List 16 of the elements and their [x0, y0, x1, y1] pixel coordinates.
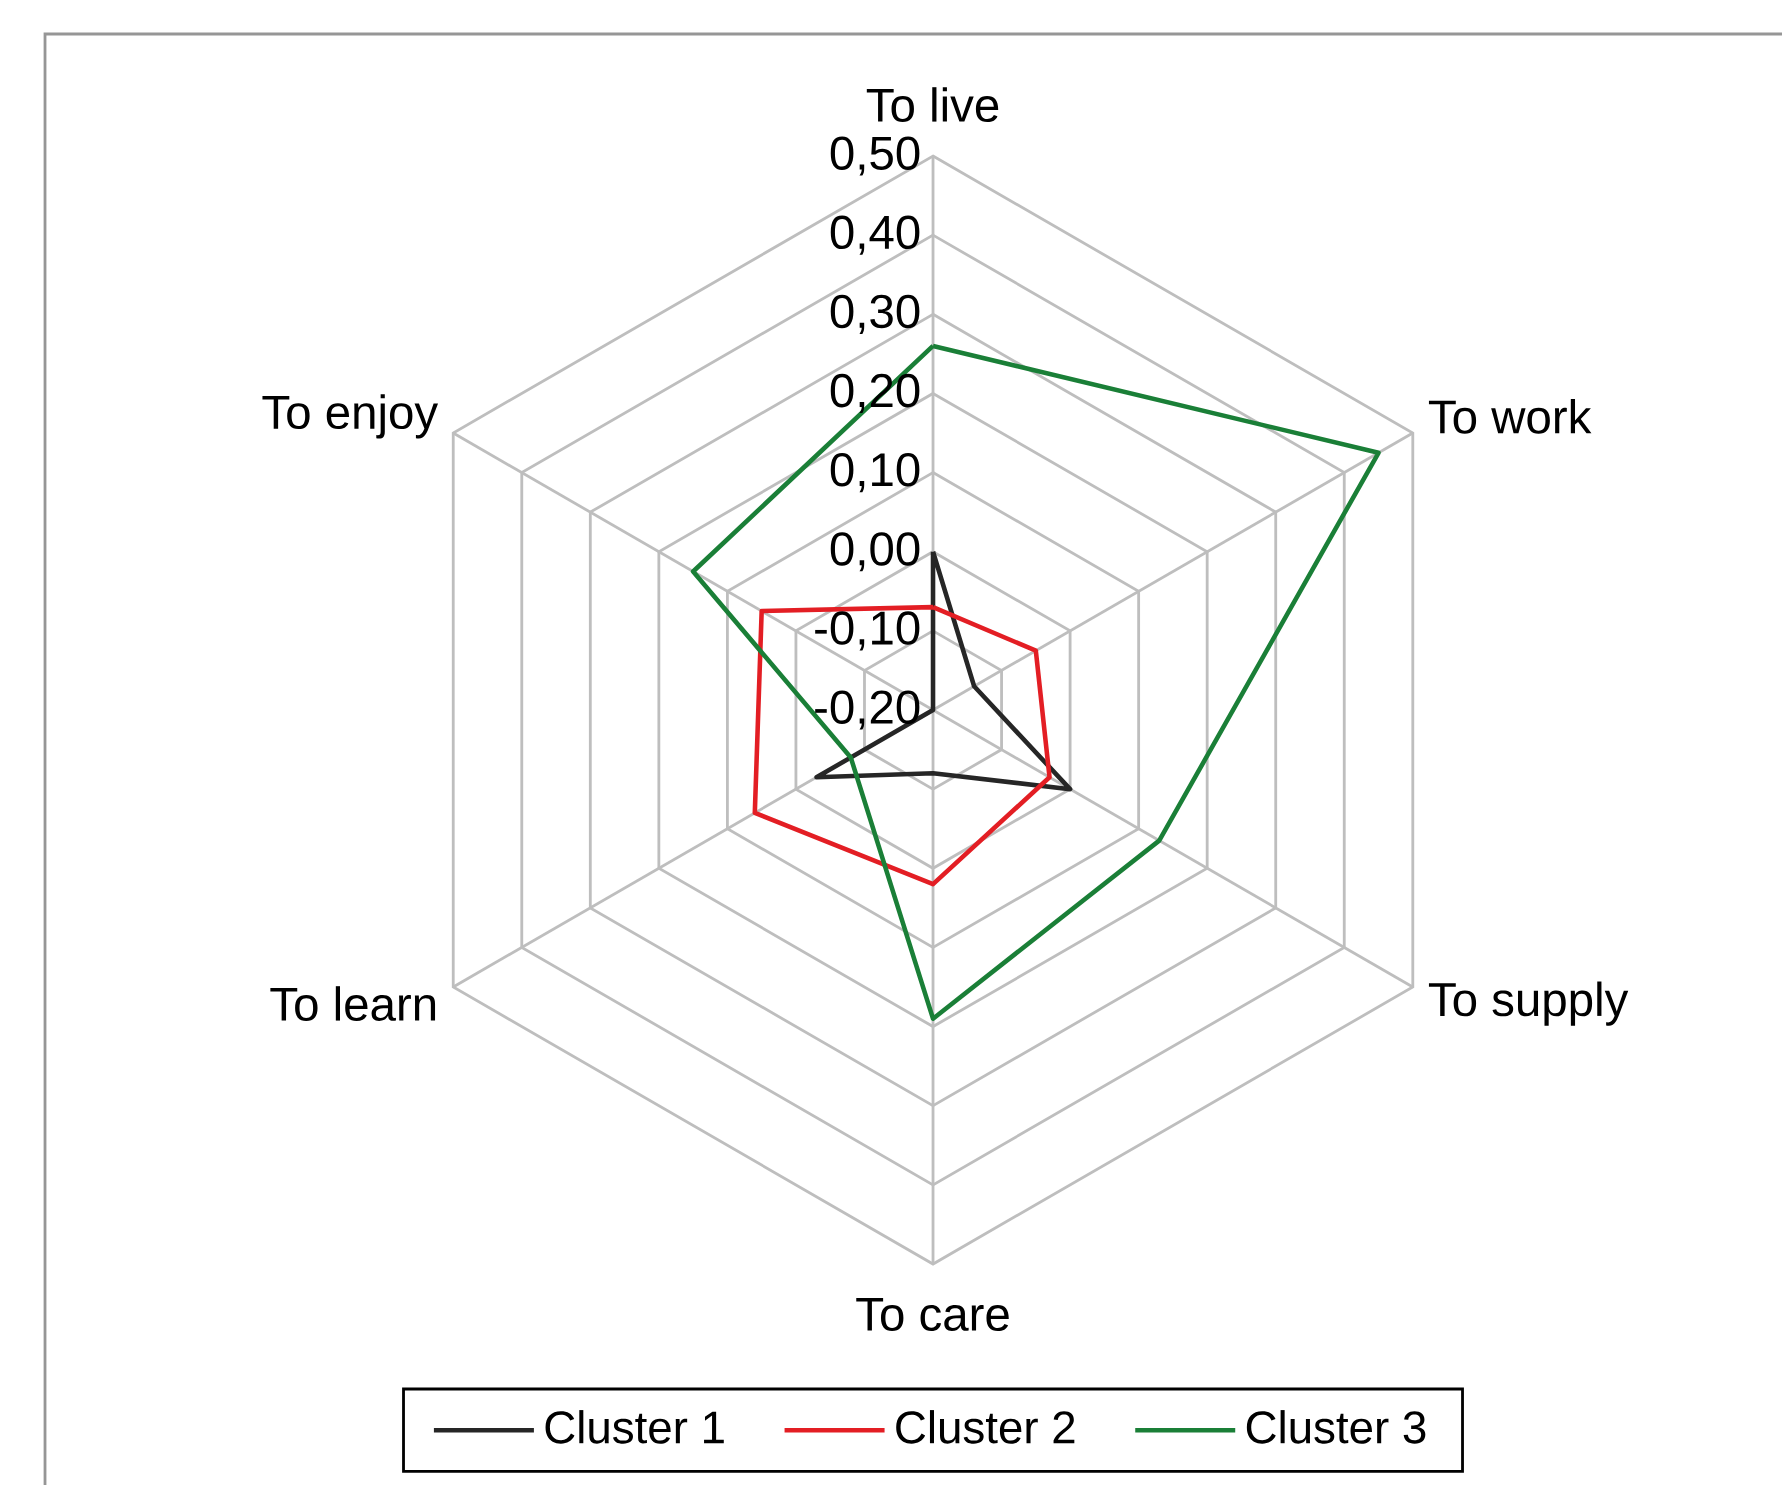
- y-tick-label: 0,30: [830, 294, 920, 334]
- legend-label: Cluster 3: [1246, 1410, 1426, 1444]
- y-tick-label: 0,10: [830, 452, 920, 493]
- legend-label: Cluster 2: [896, 1410, 1075, 1444]
- spoke-label: To care: [856, 1297, 1009, 1332]
- y-tick-label: 0,00: [830, 532, 920, 572]
- y-tick-label: -0,20: [815, 690, 920, 730]
- spoke-label: To supply: [1428, 981, 1629, 1026]
- spoke-label: To learn: [270, 986, 436, 1022]
- spoke-label: To live: [866, 87, 999, 123]
- y-tick-label: -0,10: [815, 611, 920, 651]
- y-tick-label: 0,40: [830, 215, 920, 255]
- y-tick-label: 0,50: [830, 136, 920, 176]
- spoke-label: To work: [1428, 398, 1592, 434]
- spoke-label: To enjoy: [262, 394, 439, 439]
- legend-label: Cluster 1: [545, 1410, 724, 1444]
